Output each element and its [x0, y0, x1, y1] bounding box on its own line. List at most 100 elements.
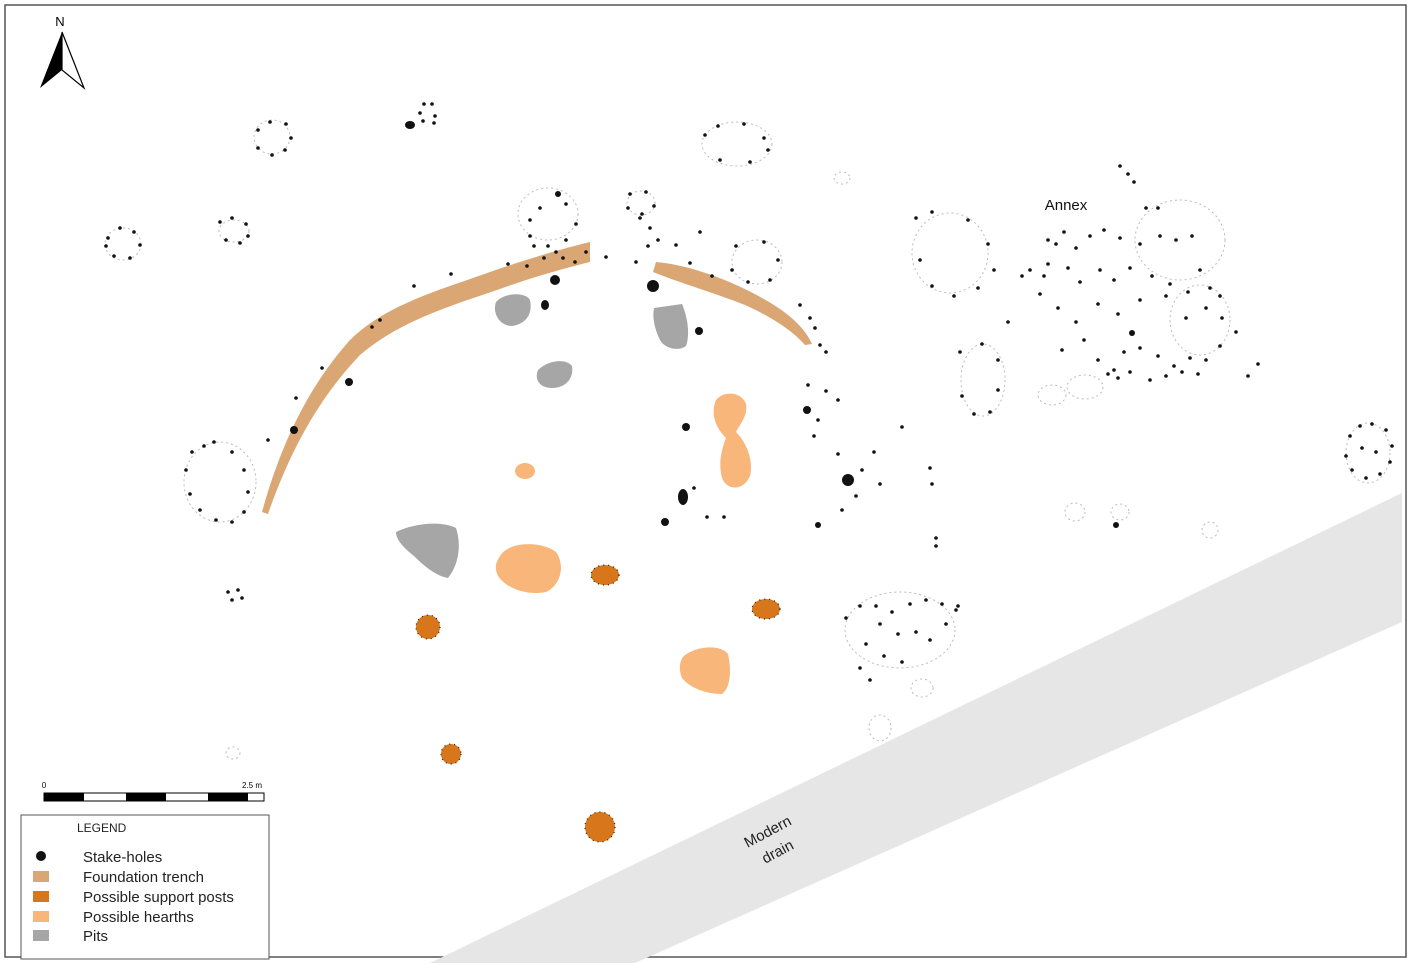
stake-hole [992, 268, 996, 272]
scale-end-label: 2.5 m [242, 781, 262, 790]
foundation-trench-west-arc [262, 242, 590, 514]
stake-hole [813, 326, 817, 330]
north-label: N [55, 14, 64, 29]
stake-hole [674, 243, 678, 247]
stake-hole [256, 146, 260, 150]
hearth-4 [679, 647, 730, 694]
stake-hole [421, 119, 425, 123]
stake-hole [976, 286, 980, 290]
stake-hole [1208, 286, 1212, 290]
stake-hole [860, 468, 864, 472]
stake-hole [242, 510, 246, 514]
stake-hole [212, 440, 216, 444]
legend-swatch-trench [33, 871, 49, 882]
stake-hole [1246, 374, 1250, 378]
stake-hole [230, 598, 234, 602]
stake-hole [692, 486, 696, 490]
stake-hole [918, 258, 922, 262]
stake-hole [1116, 312, 1120, 316]
stake-hole [882, 654, 886, 658]
stake-hole [378, 318, 382, 322]
stake-hole [1358, 424, 1362, 428]
stake-hole [1128, 370, 1132, 374]
stake-hole [430, 102, 434, 106]
foundation-trench [262, 242, 812, 514]
stake-hole [1344, 454, 1348, 458]
stake-hole [652, 204, 656, 208]
stake-hole [1196, 372, 1200, 376]
stake-hole [546, 244, 550, 248]
stake-hole [1234, 330, 1238, 334]
stake-hole [914, 216, 918, 220]
stake-hole [412, 284, 416, 288]
stake-hole [996, 358, 1000, 362]
stake-hole [868, 678, 872, 682]
stake-hole [1150, 274, 1154, 278]
stake-hole [1156, 206, 1160, 210]
stake-hole [1388, 460, 1392, 464]
stake-hole [564, 238, 568, 242]
stake-hole [224, 238, 228, 242]
stake-hole [214, 518, 218, 522]
stake-hole [798, 303, 802, 307]
stake-hole [422, 102, 426, 106]
stake-hole [1384, 428, 1388, 432]
stake-hole [924, 598, 928, 602]
stake-hole [734, 244, 738, 248]
legend-label-stake-holes: Stake-holes [83, 849, 162, 866]
stake-hole [320, 366, 324, 370]
stake-hole [1102, 228, 1106, 232]
stake-hole [996, 388, 1000, 392]
hearth-1 [713, 393, 752, 488]
stake-hole [528, 234, 532, 238]
stake-hole [762, 240, 766, 244]
stake-hole [1204, 306, 1208, 310]
stake-hole [1198, 268, 1202, 272]
stake-hole [628, 192, 632, 196]
support-post-3 [415, 614, 441, 640]
stake-hole [1186, 290, 1190, 294]
stake-hole [840, 508, 844, 512]
stake-hole [1118, 236, 1122, 240]
stake-hole [1144, 206, 1148, 210]
stake-hole [1350, 468, 1354, 472]
stake-hole [648, 226, 652, 230]
stake-hole [698, 230, 702, 234]
stake-hole [1348, 434, 1352, 438]
stake-hole [986, 242, 990, 246]
stake-hole [1156, 354, 1160, 358]
stake-hole [808, 316, 812, 320]
stake-hole [230, 216, 234, 220]
stake-hole [294, 396, 298, 400]
stake-hole [874, 604, 878, 608]
stake-hole [246, 490, 250, 494]
stake-hole [940, 602, 944, 606]
stake-hole [202, 444, 206, 448]
stake-hole [1370, 422, 1374, 426]
stake-hole [1006, 320, 1010, 324]
stake-hole [1164, 294, 1168, 298]
annex-label: Annex [1045, 197, 1088, 214]
stake-hole [716, 124, 720, 128]
stake-hole [106, 236, 110, 240]
stake-hole [218, 220, 222, 224]
stake-hole [1132, 180, 1136, 184]
stake-hole [1390, 444, 1394, 448]
stake-hole [816, 418, 820, 422]
stake-hole [812, 434, 816, 438]
stake-hole [1066, 266, 1070, 270]
stake-hole [928, 466, 932, 470]
stake-hole [930, 482, 934, 486]
stake-hole [242, 468, 246, 472]
support-post-5 [584, 811, 616, 843]
stake-hole [240, 596, 244, 600]
stake-hole [1106, 372, 1110, 376]
stake-hole [561, 256, 565, 260]
stake-hole [1082, 338, 1086, 342]
stake-hole [1218, 344, 1222, 348]
stake-hole [1256, 362, 1260, 366]
stake-hole [656, 238, 660, 242]
stake-hole [573, 260, 577, 264]
stake-hole [688, 261, 692, 265]
stake-hole [525, 264, 529, 268]
